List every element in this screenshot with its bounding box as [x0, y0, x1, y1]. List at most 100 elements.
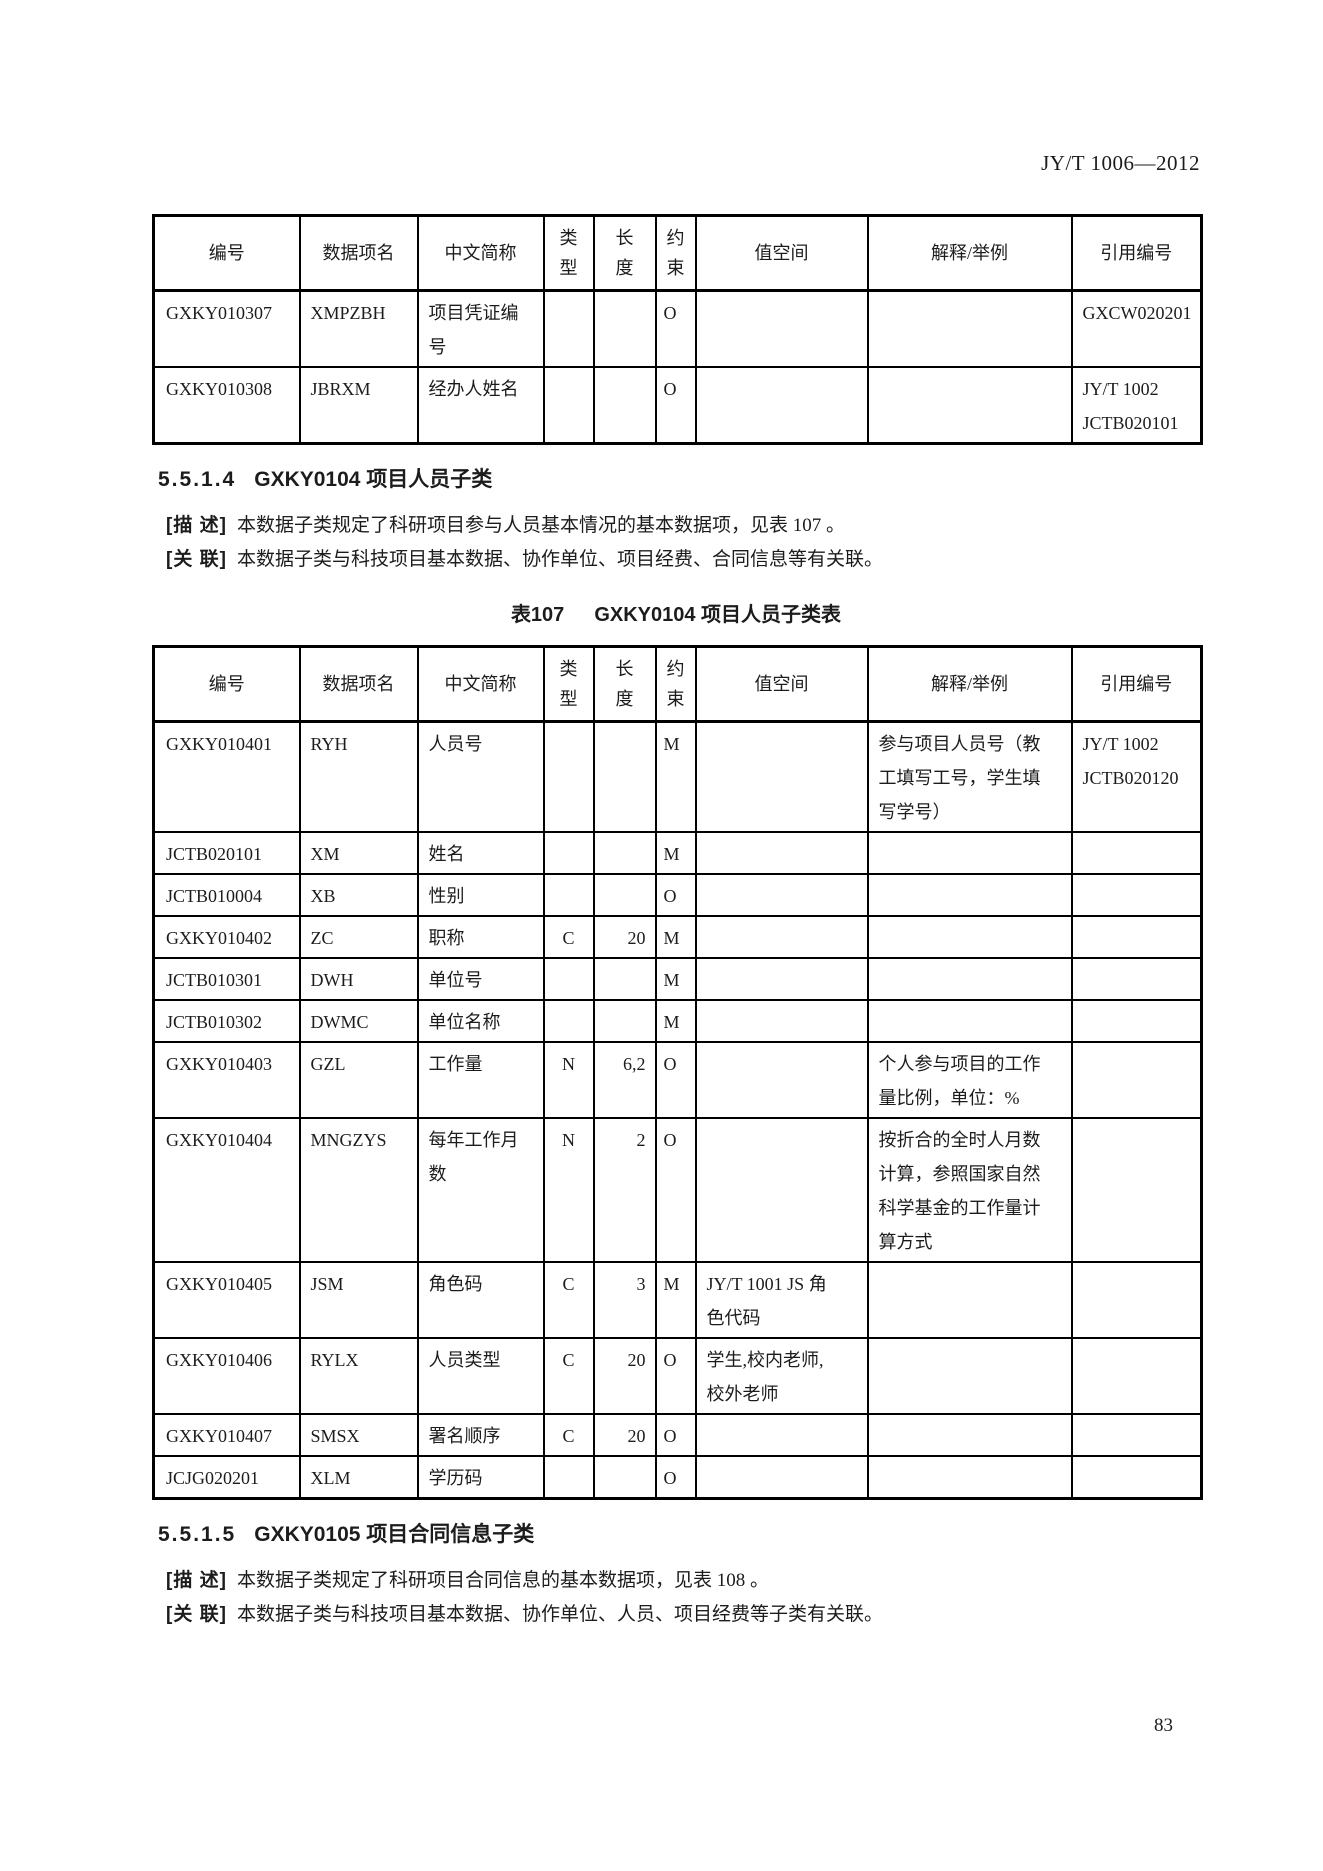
- page-number: 83: [1154, 1715, 1173, 1736]
- col-header-constraint: 约 束: [654, 645, 697, 723]
- table-row: JCTB010302 DWMC 单位名称 M: [152, 999, 1203, 1043]
- cell-value-space: [694, 831, 869, 875]
- cell-explanation: [866, 1337, 1073, 1415]
- cell-type: [542, 999, 595, 1043]
- cell-constraint: M: [654, 1261, 697, 1339]
- col-header-explanation: 解释/举例: [866, 214, 1073, 292]
- cell-constraint: M: [654, 957, 697, 1001]
- cell-value-space: [694, 1413, 869, 1457]
- cell-reference: [1070, 999, 1203, 1043]
- cell-reference: [1070, 831, 1203, 875]
- cell-type: [542, 831, 595, 875]
- cell-explanation: [866, 873, 1073, 917]
- relation-label: [关 联]: [166, 549, 227, 570]
- cell-item-name: DWH: [298, 957, 419, 1001]
- cell-item-name: JBRXM: [298, 366, 419, 445]
- cell-type: [542, 366, 595, 445]
- cell-constraint: M: [654, 999, 697, 1043]
- cell-cn-name: 署名顺序: [416, 1413, 545, 1457]
- cell-length: [592, 999, 657, 1043]
- cell-item-name: GZL: [298, 1041, 419, 1119]
- cell-type: [542, 873, 595, 917]
- relation-line: [关 联] 本数据子类与科技项目基本数据、协作单位、项目经费、合同信息等有关联。: [166, 543, 1200, 577]
- cell-cn-name: 角色码: [416, 1261, 545, 1339]
- col-header-code: 编号: [152, 214, 301, 292]
- cell-reference: [1070, 1337, 1203, 1415]
- data-item-table-top: 编号 数据项名 中文简称 类 型 长 度 约 束 值空间 解释/举例 引用编号 …: [152, 214, 1203, 445]
- col-header-explanation: 解释/举例: [866, 645, 1073, 723]
- cell-constraint: O: [654, 289, 697, 368]
- cell-code: JCTB010004: [152, 873, 301, 917]
- cell-code: GXKY010402: [152, 915, 301, 959]
- table-row: GXKY010402 ZC 职称 C 20 M: [152, 915, 1203, 959]
- cell-code: JCTB010301: [152, 957, 301, 1001]
- cell-value-space: [694, 915, 869, 959]
- cell-item-name: MNGZYS: [298, 1117, 419, 1263]
- table-row: GXKY010405 JSM 角色码 C 3 M JY/T 1001 JS 角 …: [152, 1261, 1203, 1339]
- table-row: JCTB020101 XM 姓名 M: [152, 831, 1203, 875]
- cell-reference: JY/T 1002 JCTB020120: [1070, 720, 1203, 833]
- section-title: GXKY0105 项目合同信息子类: [254, 1523, 535, 1546]
- cell-value-space: [694, 957, 869, 1001]
- cell-reference: [1070, 1261, 1203, 1339]
- cell-value-space: [694, 289, 869, 368]
- cell-value-space: [694, 1455, 869, 1500]
- cell-cn-name: 性别: [416, 873, 545, 917]
- section-paragraphs-5515: [描 述] 本数据子类规定了科研项目合同信息的基本数据项，见表 108 。 [关 …: [166, 1564, 1200, 1632]
- description-text: 本数据子类规定了科研项目参与人员基本情况的基本数据项，见表 107 。: [236, 515, 845, 536]
- table-row: GXKY010307 XMPZBH 项目凭证编 号 O GXCW020201: [152, 289, 1203, 368]
- col-header-cn-name: 中文简称: [416, 645, 545, 723]
- cell-type: [542, 289, 595, 368]
- cell-cn-name: 经办人姓名: [416, 366, 545, 445]
- cell-length: 2: [592, 1117, 657, 1263]
- relation-line: [关 联] 本数据子类与科技项目基本数据、协作单位、人员、项目经费等子类有关联。: [166, 1598, 1200, 1632]
- cell-code: GXKY010405: [152, 1261, 301, 1339]
- page-content: JY/T 1006—2012 编号 数据项名 中文简称 类 型 长 度 约 束 …: [152, 0, 1203, 1632]
- section-heading-5514: 5.5.1.4 GXKY0104 项目人员子类: [158, 465, 1200, 495]
- cell-length: 20: [592, 915, 657, 959]
- cell-length: [592, 957, 657, 1001]
- relation-text: 本数据子类与科技项目基本数据、协作单位、人员、项目经费等子类有关联。: [236, 1604, 883, 1625]
- table-107: 编号 数据项名 中文简称 类 型 长 度 约 束 值空间 解释/举例 引用编号 …: [152, 645, 1203, 1500]
- cell-code: GXKY010407: [152, 1413, 301, 1457]
- col-header-length: 长 度: [592, 214, 657, 292]
- table-caption-number: 表107: [510, 604, 565, 626]
- cell-explanation: [866, 1455, 1073, 1500]
- cell-reference: [1070, 1041, 1203, 1119]
- cell-constraint: O: [654, 1337, 697, 1415]
- cell-cn-name: 职称: [416, 915, 545, 959]
- cell-type: N: [542, 1117, 595, 1263]
- cell-value-space: [694, 873, 869, 917]
- table-row: GXKY010406 RYLX 人员类型 C 20 O 学生,校内老师, 校外老…: [152, 1337, 1203, 1415]
- col-header-item-name: 数据项名: [298, 214, 419, 292]
- cell-type: N: [542, 1041, 595, 1119]
- section-heading-5515: 5.5.1.5 GXKY0105 项目合同信息子类: [158, 1520, 1200, 1550]
- col-header-type: 类 型: [542, 214, 595, 292]
- cell-reference: [1070, 1413, 1203, 1457]
- relation-text: 本数据子类与科技项目基本数据、协作单位、项目经费、合同信息等有关联。: [236, 549, 883, 570]
- col-header-length: 长 度: [592, 645, 657, 723]
- cell-constraint: O: [654, 1455, 697, 1500]
- cell-type: [542, 720, 595, 833]
- cell-constraint: O: [654, 873, 697, 917]
- cell-explanation: [866, 289, 1073, 368]
- cell-reference: JY/T 1002 JCTB020101: [1070, 366, 1203, 445]
- table-row: GXKY010308 JBRXM 经办人姓名 O JY/T 1002 JCTB0…: [152, 366, 1203, 445]
- cell-value-space: 学生,校内老师, 校外老师: [694, 1337, 869, 1415]
- cell-length: [592, 873, 657, 917]
- cell-length: 20: [592, 1413, 657, 1457]
- cell-code: JCJG020201: [152, 1455, 301, 1500]
- cell-explanation: [866, 1261, 1073, 1339]
- cell-code: GXKY010307: [152, 289, 301, 368]
- table-header-row: 编号 数据项名 中文简称 类 型 长 度 约 束 值空间 解释/举例 引用编号: [152, 645, 1203, 723]
- cell-type: C: [542, 1413, 595, 1457]
- cell-constraint: O: [654, 1117, 697, 1263]
- col-header-value-space: 值空间: [694, 645, 869, 723]
- cell-type: C: [542, 915, 595, 959]
- cell-item-name: XB: [298, 873, 419, 917]
- cell-item-name: XM: [298, 831, 419, 875]
- cell-constraint: M: [654, 831, 697, 875]
- cell-cn-name: 单位号: [416, 957, 545, 1001]
- cell-value-space: [694, 720, 869, 833]
- cell-code: GXKY010308: [152, 366, 301, 445]
